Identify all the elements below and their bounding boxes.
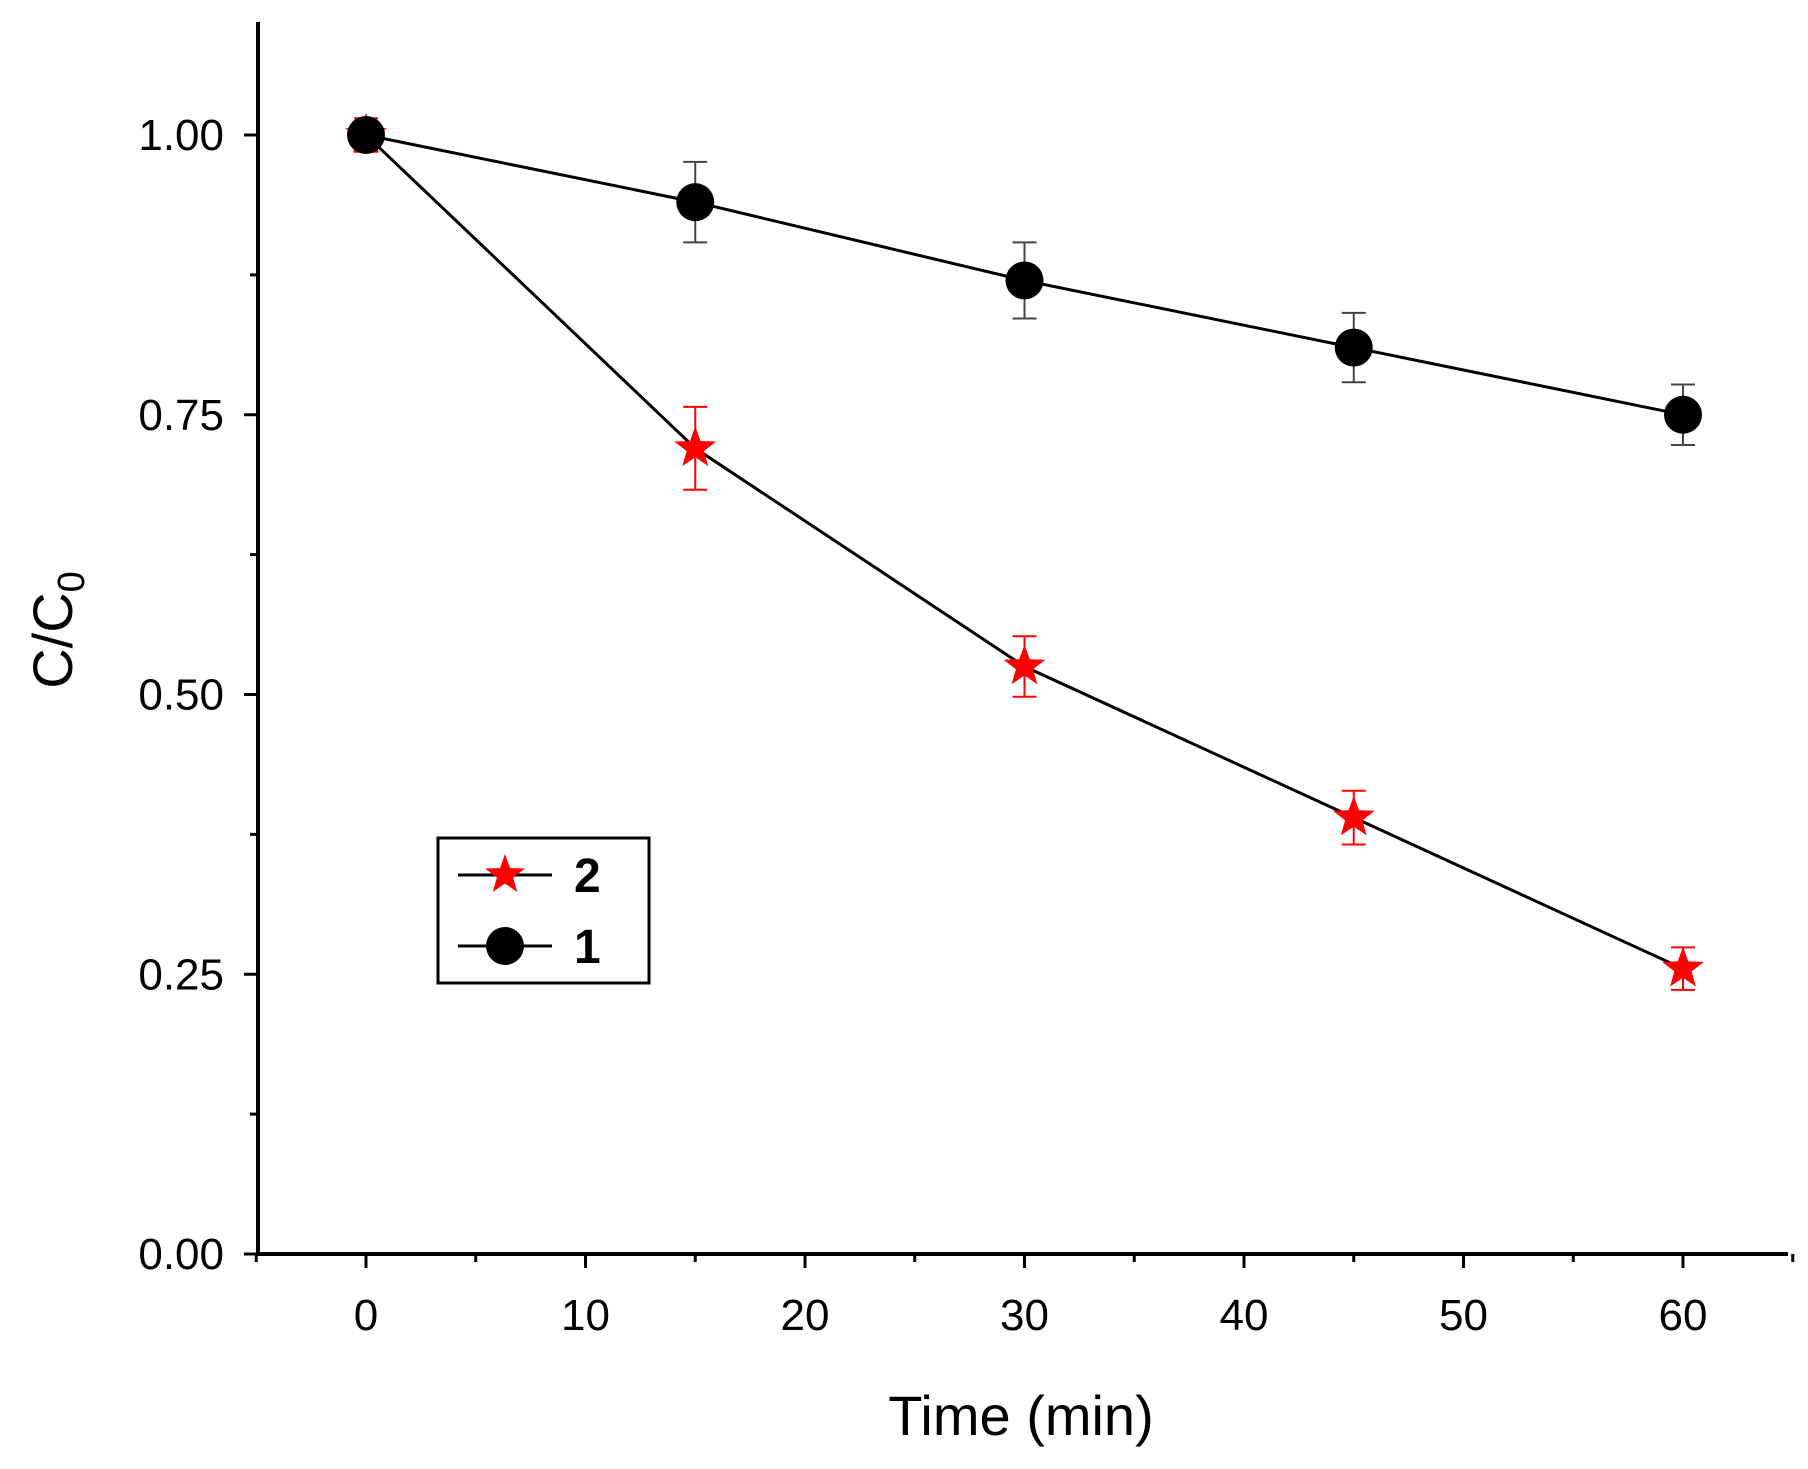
markers-1 xyxy=(347,116,1702,434)
x-tick-label: 30 xyxy=(1000,1291,1049,1340)
ticks xyxy=(244,133,1795,1268)
y-axis-title: C/C0 xyxy=(21,571,93,689)
y-tick-label: 0.50 xyxy=(138,671,224,720)
svg-text:C/C0: C/C0 xyxy=(21,571,93,689)
legend-box xyxy=(436,836,651,985)
legend-label-2: 2 xyxy=(574,850,601,903)
legend-star-marker xyxy=(485,854,525,892)
data-point-circle xyxy=(1005,261,1044,300)
x-tick-label: 10 xyxy=(561,1291,610,1340)
x-axis-title: Time (min) xyxy=(888,1384,1153,1447)
y-tick-label: 0.00 xyxy=(138,1230,224,1279)
data-point-star xyxy=(1003,644,1046,685)
y-tick-label: 0.25 xyxy=(138,950,224,999)
tick-labels: 0 10 20 30 40 50 60 0.00 0.25 0.50 0.75 1.00 xyxy=(138,111,1707,1340)
legend-circle-marker xyxy=(486,927,524,965)
legend-label-1: 1 xyxy=(574,921,601,974)
y-axis-title-subscript: 0 xyxy=(51,571,93,592)
x-tick-label: 60 xyxy=(1659,1291,1708,1340)
y-axis-title-main: C/C xyxy=(21,592,84,688)
legend-item-2: 2 xyxy=(458,850,601,903)
legend: 2 1 xyxy=(436,836,651,985)
data-point-circle xyxy=(1664,395,1702,434)
x-tick-label: 50 xyxy=(1439,1291,1488,1340)
data-point-star xyxy=(674,426,717,467)
data-point-circle xyxy=(1334,328,1373,367)
x-tick-label: 20 xyxy=(781,1291,830,1340)
data-point-circle xyxy=(676,183,715,222)
x-tick-label: 40 xyxy=(1220,1291,1269,1340)
x-tick-label: 0 xyxy=(354,1291,378,1340)
y-tick-label: 1.00 xyxy=(138,111,224,160)
plot-area xyxy=(345,113,1704,991)
legend-item-1: 1 xyxy=(458,921,601,974)
axes xyxy=(256,22,1788,1256)
y-tick-label: 0.75 xyxy=(138,391,224,440)
data-point-circle xyxy=(347,116,385,154)
data-point-star xyxy=(1662,946,1704,987)
data-point-star xyxy=(1332,795,1375,836)
